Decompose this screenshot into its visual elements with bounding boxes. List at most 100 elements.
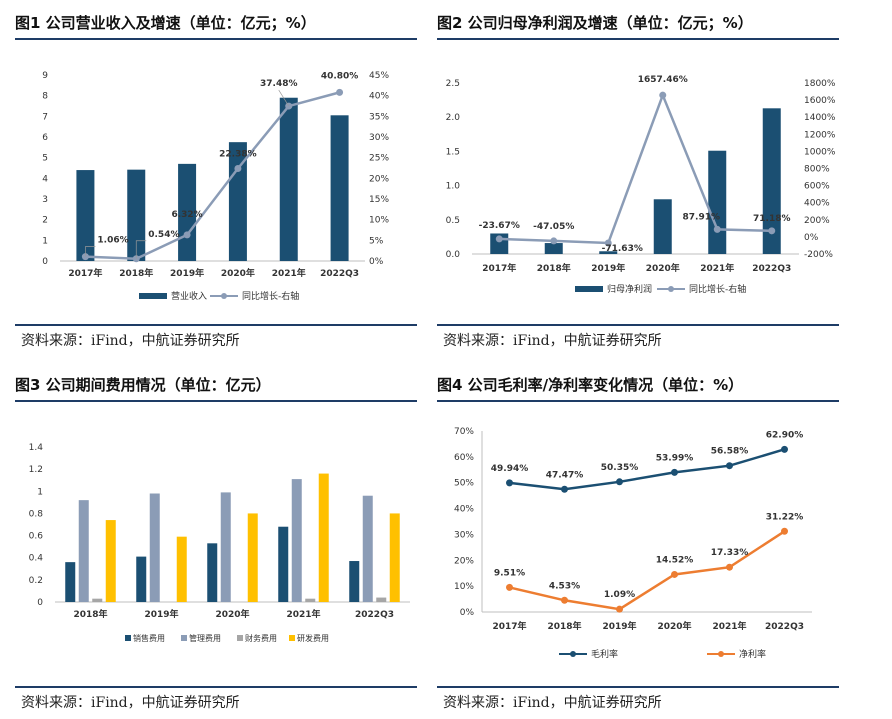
left-tick-label: 0.0 (446, 250, 461, 260)
figure-2-panel: 图2 公司归母净利润及增速（单位：亿元；%） 0.0 0.5 1.0 1.5 2.0 2.… (437, 0, 839, 349)
net-margin-label: 9.51% (494, 568, 525, 578)
net-margin-line (509, 530, 786, 611)
left-tick-label: 5 (42, 154, 48, 164)
y-tick-label: 30% (454, 530, 474, 540)
legend-label-gross: 毛利率 (591, 648, 618, 660)
growth-point (659, 91, 667, 99)
net-margin-point (671, 570, 678, 578)
net-margin-point (781, 527, 788, 535)
growth-data-label: 37.48% (260, 79, 298, 89)
right-tick-label: 800% (804, 165, 830, 175)
legend-swatch (181, 635, 187, 641)
x-tick-label: 2021年 (700, 262, 734, 274)
figure-4-top-rule (437, 400, 839, 402)
right-tick-label: 20% (369, 174, 389, 184)
y-tick-label: 20% (454, 556, 474, 566)
x-tick-label: 2021年 (272, 267, 306, 279)
y-tick-label: 10% (454, 582, 474, 592)
growth-data-label: 1657.46% (638, 75, 688, 85)
right-tick-label: 1800% (804, 79, 836, 89)
expense-bar (149, 493, 160, 602)
left-tick-label: 0 (42, 257, 48, 267)
x-tick-label: 2018年 (119, 267, 153, 279)
gross-margin-label: 49.94% (491, 464, 529, 474)
gross-margin-point (781, 445, 788, 453)
expense-bar (376, 597, 387, 602)
figure-2-top-rule (437, 38, 839, 40)
expense-bar (207, 543, 218, 602)
right-tick-label: 15% (369, 195, 389, 205)
right-tick-label: 400% (804, 199, 830, 209)
x-tick-label: 2022Q3 (752, 264, 791, 274)
net-margin-label: 4.53% (549, 581, 580, 591)
x-tick-label: 2017年 (68, 267, 102, 279)
net-margin-point (726, 563, 733, 571)
revenue-chart: 0 1 2 3 4 5 6 7 8 9 0% 5% 10% 15% 20% 25% 30% 35% 40% 45% 20… (42, 71, 389, 302)
figure-4-panel: 图4 公司毛利率/净利率变化情况（单位：%） 0% 10% 20% 30% 40% 50%… (437, 362, 839, 711)
left-tick-label: 2.5 (446, 79, 460, 89)
left-tick-label: 4 (42, 174, 48, 184)
figure-3-panel: 图3 公司期间费用情况（单位：亿元） 0 0.2 0.4 0.6 0.8 1 1.2 1.4 2… (15, 362, 417, 711)
y-tick-label: 0.2 (29, 576, 43, 586)
left-tick-label: 2.0 (446, 113, 461, 123)
y-tick-label: 1.2 (29, 465, 43, 475)
legend-label: 销售费用 (133, 633, 165, 643)
gross-margin-point (506, 479, 513, 487)
expense-bar (176, 536, 187, 602)
revenue-bar (76, 170, 95, 261)
x-tick-label: 2019年 (144, 608, 178, 620)
right-tick-label: 45% (369, 71, 389, 81)
figure-1-title: 图1 公司营业收入及增速（单位：亿元；%） (15, 14, 316, 32)
left-tick-label: 6 (42, 133, 48, 143)
expense-bar (136, 556, 147, 602)
right-tick-label: 30% (369, 133, 389, 143)
figure-3-source: 资料来源：iFind，中航证券研究所 (21, 695, 240, 711)
gross-margin-label: 56.58% (711, 447, 749, 457)
x-tick-label: 2021年 (712, 620, 746, 632)
legend-swatch (125, 635, 131, 641)
expense-bar (362, 495, 373, 602)
right-tick-label: 1200% (804, 130, 836, 140)
legend-label-revenue: 营业收入 (171, 290, 207, 302)
right-tick-label: 10% (369, 216, 389, 226)
x-tick-label: 2019年 (591, 262, 625, 274)
growth-data-label: 0.54% (148, 230, 179, 240)
right-tick-label: -200% (804, 250, 833, 260)
x-tick-label: 2019年 (602, 620, 636, 632)
right-tick-label: 1600% (804, 96, 836, 106)
x-tick-label: 2019年 (170, 267, 204, 279)
growth-data-label: -23.67% (479, 221, 520, 231)
growth-leader-line (85, 246, 96, 257)
net-margin-label: 14.52% (656, 555, 694, 565)
revenue-bar (127, 169, 146, 261)
expense-bar (389, 513, 400, 602)
gross-margin-point (616, 478, 623, 486)
legend-label-net: 净利率 (739, 648, 766, 660)
legend-label-growth: 同比增长-右轴 (689, 283, 746, 295)
y-tick-label: 0.4 (29, 554, 44, 564)
legend-swatch-revenue (139, 293, 167, 299)
left-tick-label: 1.0 (446, 182, 461, 192)
figure-1-bottom-rule (15, 324, 417, 326)
expense-bar (78, 500, 89, 602)
left-tick-label: 1.5 (446, 147, 460, 157)
figure-3-bottom-rule (15, 686, 417, 688)
growth-data-label: 1.06% (97, 236, 128, 246)
gross-margin-line (509, 448, 785, 491)
right-tick-label: 1400% (804, 113, 836, 123)
right-tick-label: 600% (804, 182, 830, 192)
legend-marker-growth (668, 286, 674, 292)
gross-margin-point (561, 485, 568, 493)
growth-line (85, 91, 340, 261)
growth-point (495, 235, 503, 243)
y-tick-label: 70% (454, 427, 474, 437)
net-margin-label: 1.09% (604, 590, 635, 600)
net-margin-point (561, 596, 568, 604)
left-tick-label: 3 (42, 195, 48, 205)
right-tick-label: 200% (804, 216, 830, 226)
growth-point (550, 237, 558, 245)
expense-bar (291, 479, 302, 602)
legend-label-net-profit: 归母净利润 (607, 283, 652, 295)
x-tick-label: 2017年 (482, 262, 516, 274)
net-profit-bar (544, 243, 563, 254)
